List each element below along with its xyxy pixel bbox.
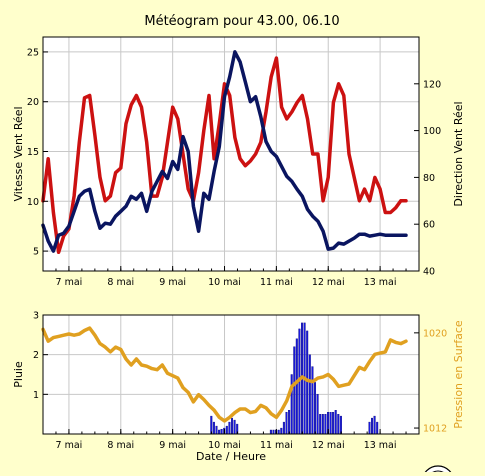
rain-bar: [321, 414, 324, 435]
rain-bar: [316, 394, 319, 435]
rain-bar: [282, 421, 285, 435]
y2-tick-label: 40: [423, 267, 435, 278]
pressure-axis-label: Pression en Surface: [452, 320, 465, 429]
wind-ticks: 7 mai 8 mai 9 mai 10 mai 11 mai 12 mai 13 mai 5…: [27, 47, 441, 288]
y2-tick-label: 60: [423, 220, 435, 231]
rain-bar: [228, 421, 231, 435]
chart-title: Météogram pour 43.00, 06.10: [144, 14, 339, 29]
rain-bar: [293, 346, 296, 435]
rain-bar: [210, 415, 213, 435]
rain-bar: [218, 429, 221, 435]
x-tick-label: 11 mai: [260, 440, 293, 451]
rain-bar: [373, 415, 376, 435]
y-tick-label: 10: [27, 197, 39, 208]
rain-bar: [311, 366, 314, 435]
x-tick-label: 7 mai: [56, 277, 83, 288]
x-tick-label: 8 mai: [107, 440, 134, 451]
x-tick-label: 9 mai: [159, 440, 186, 451]
y-tick-label: 20: [27, 97, 39, 108]
rain-bar: [230, 417, 233, 435]
rain-bar: [269, 429, 272, 435]
wind-direction-axis-label: Direction Vent Réel: [452, 101, 465, 206]
y-tick-label: 3: [33, 311, 39, 322]
rain-bar: [319, 414, 322, 435]
wind-plot-frame: [42, 36, 420, 272]
wind-direction-line: [41, 56, 408, 255]
y2-tick-label: 1012: [423, 424, 447, 435]
x-tick-label: 12 mai: [312, 277, 345, 288]
wind-series: [41, 50, 408, 255]
y2-tick-label: 1020: [423, 328, 447, 339]
rain-bar: [314, 382, 317, 435]
y-tick-label: 15: [27, 147, 39, 158]
rain-bar: [220, 429, 223, 435]
rain-bar: [337, 414, 340, 435]
y-tick-label: 25: [27, 47, 39, 58]
rain-bar: [295, 338, 298, 435]
rain-bar: [324, 414, 327, 435]
y-tick-label: 1: [33, 390, 39, 401]
wind-speed-axis-label: Vitesse Vent Réel: [12, 106, 25, 201]
rain-bar: [212, 421, 215, 435]
pressure-line: [41, 326, 408, 423]
wind-speed-line: [41, 50, 408, 253]
rain-plot-frame: [42, 314, 420, 435]
rain-bar: [308, 354, 311, 435]
rain-bar: [371, 417, 374, 435]
x-tick-label: 9 mai: [159, 277, 186, 288]
rain-bar: [334, 410, 337, 435]
y2-tick-label: 100: [423, 126, 441, 137]
x-tick-label: 11 mai: [260, 277, 293, 288]
rain-bar: [215, 425, 218, 435]
rain-bar: [272, 429, 275, 435]
rain-bar: [225, 425, 228, 435]
x-tick-label: 7 mai: [56, 440, 83, 451]
rain-bar: [306, 330, 309, 435]
rain-bar: [233, 419, 236, 435]
pressure-series: [41, 326, 408, 423]
x-tick-label: 13 mai: [364, 277, 397, 288]
rain-bar: [288, 410, 291, 435]
x-tick-label: 12 mai: [312, 440, 345, 451]
x-tick-label: 10 mai: [208, 277, 241, 288]
rain-bar: [277, 429, 280, 435]
date-axis-label: Date / Heure: [196, 450, 266, 463]
rain-bar: [332, 412, 335, 435]
rain-bar: [285, 412, 288, 435]
y2-tick-label: 120: [423, 79, 441, 90]
y-tick-label: 2: [33, 350, 39, 361]
logo-emblem: [422, 465, 454, 476]
rain-axis-label: Pluie: [12, 361, 25, 388]
x-tick-label: 10 mai: [208, 440, 241, 451]
rain-bar: [376, 421, 379, 435]
x-tick-label: 13 mai: [364, 440, 397, 451]
rain-pressure-panel: 7 mai 8 mai 9 mai 10 mai 11 mai 12 mai 13 mai 1…: [12, 311, 465, 464]
rain-bar: [339, 415, 342, 435]
y-tick-label: 5: [33, 247, 39, 258]
y2-tick-label: 80: [423, 173, 435, 184]
wind-panel: 7 mai 8 mai 9 mai 10 mai 11 mai 12 mai 13 mai 5…: [12, 36, 465, 288]
rain-bar: [368, 421, 371, 435]
rain-bar: [329, 412, 332, 435]
x-tick-label: 8 mai: [107, 277, 134, 288]
rain-ticks: 7 mai 8 mai 9 mai 10 mai 11 mai 12 mai 13 mai 1…: [33, 311, 447, 452]
rain-bar: [280, 427, 283, 435]
rain-bar: [290, 374, 293, 435]
